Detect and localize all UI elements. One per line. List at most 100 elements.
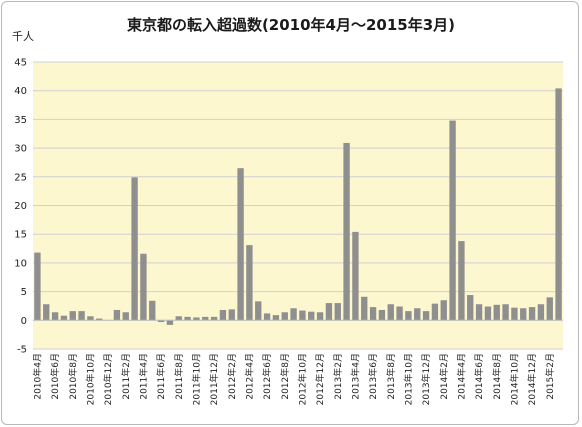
y-tick-label: 45 [14,58,27,69]
y-tick-label: 10 [14,258,27,269]
x-tick-label: 2011年10月 [190,353,202,405]
bar [131,177,138,321]
bar [272,315,280,321]
x-tick-label: 2014年10月 [508,353,520,405]
x-tick-label: 2014年4月 [455,353,467,400]
y-axis-ticks: -5 0 5 10 15 20 25 30 35 40 45 [14,58,27,356]
bar [449,120,456,321]
bar [458,241,465,321]
bar [78,311,85,321]
chart-title: 東京都の転入超過数(2010年4月〜2015年3月) [127,16,455,34]
bar [113,309,121,321]
bar [166,320,174,325]
bar [308,311,315,321]
bar [60,315,68,321]
bar [546,297,553,321]
bar [493,304,500,321]
bar [405,311,412,321]
x-tick-label: 2012年4月 [243,353,255,400]
bar [387,304,394,321]
x-tick-label: 2013年2月 [332,353,344,400]
bar [528,307,536,321]
bar [255,301,262,321]
bar [34,252,41,321]
x-tick-label: 2013年6月 [367,353,379,400]
bar [202,316,209,321]
x-tick-label: 2014年8月 [491,353,503,400]
gridlines [33,61,563,350]
bar [87,316,94,321]
bar [325,303,333,321]
bar [378,309,386,321]
bar [175,316,182,321]
x-tick-label: 2011年2月 [120,353,132,400]
x-tick-label: 2014年6月 [473,353,485,400]
y-tick-label: 0 [21,316,27,327]
y-tick-label: -5 [17,345,27,356]
bar [369,307,377,321]
y-tick-label: 40 [14,86,27,97]
bar [184,316,191,321]
bar [281,312,288,321]
bar [157,320,165,323]
y-tick-label: 30 [14,144,27,155]
y-tick-label: 20 [14,201,27,212]
bar [502,304,509,321]
bar [511,307,518,321]
bar [316,312,324,321]
bar [69,311,76,321]
bars [34,88,562,325]
x-tick-label: 2011年6月 [155,353,167,400]
bar [352,231,359,321]
bar [193,317,200,321]
bar [361,296,368,321]
bar [520,308,527,321]
bar [96,318,103,321]
x-tick-label: 2012年2月 [226,353,238,400]
y-tick-label: 35 [14,115,27,126]
x-tick-label: 2015年2月 [544,353,556,400]
bar [475,304,483,321]
x-tick-label: 2014年12月 [526,353,538,405]
bar [210,316,218,321]
x-tick-label: 2012年10月 [296,353,308,405]
bar [219,309,227,321]
bar [140,253,147,321]
bar [537,304,545,321]
x-tick-label: 2013年12月 [420,353,432,405]
bar [440,300,447,321]
x-tick-label: 2012年12月 [314,353,326,405]
x-tick-label: 2010年10月 [84,353,96,405]
x-tick-label: 2010年4月 [31,353,43,400]
x-tick-label: 2012年8月 [279,353,291,400]
bar [431,303,439,321]
y-tick-label: 25 [14,172,27,183]
bar [334,303,341,321]
bar [467,295,474,321]
bar [555,88,562,321]
x-axis-ticks: 2010年4月 2010年6月 2010年8月 2010年10月 2010年12月 201… [31,353,555,405]
bar [290,308,297,321]
x-tick-label: 2011年8月 [173,353,185,400]
bar [414,308,421,321]
bar [246,245,253,321]
bar [237,168,244,321]
bar [228,309,235,321]
bar [484,306,492,321]
x-tick-label: 2013年4月 [349,353,361,400]
x-tick-label: 2010年6月 [49,353,61,400]
bar [422,311,430,321]
y-unit-label: 千人 [12,30,34,43]
bar [343,142,350,321]
y-tick-label: 5 [21,287,27,298]
x-tick-label: 2013年10月 [402,353,414,405]
bar [299,310,306,321]
x-tick-label: 2011年12月 [208,353,220,405]
y-tick-label: 15 [14,230,27,241]
bar [43,304,50,321]
x-tick-label: 2010年8月 [67,353,79,400]
x-tick-label: 2013年8月 [385,353,397,400]
x-tick-label: 2012年6月 [261,353,273,400]
x-tick-label: 2010年12月 [102,353,114,405]
